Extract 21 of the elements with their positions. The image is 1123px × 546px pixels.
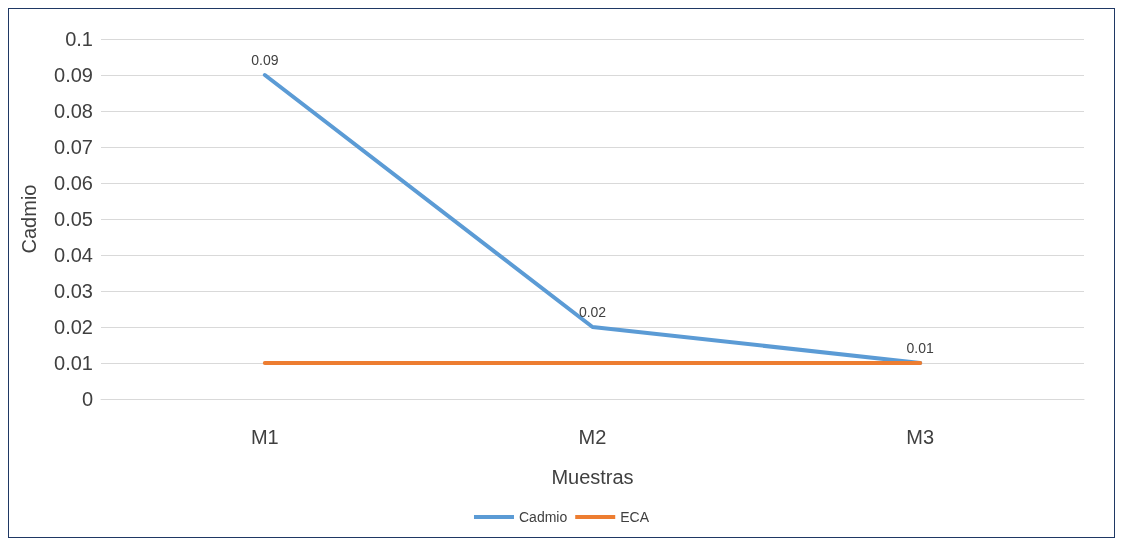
legend-label: ECA (620, 509, 650, 525)
y-tick-label: 0.07 (54, 136, 93, 158)
x-tick-label: M2 (578, 426, 607, 448)
y-tick-label: 0.09 (54, 64, 93, 86)
data-label: 0.09 (251, 52, 279, 68)
y-tick-label: 0.06 (54, 172, 93, 194)
y-tick-label: 0.1 (65, 28, 93, 50)
y-tick-label: 0.01 (54, 352, 93, 374)
data-label: 0.02 (578, 304, 607, 320)
y-axis-title: Cadmio (18, 184, 40, 254)
y-tick-label: 0.05 (54, 208, 93, 230)
y-tick-label: 0.04 (54, 244, 93, 266)
y-tick-label: 0.02 (54, 316, 93, 338)
y-tick-label: 0 (81, 388, 93, 410)
y-tick-label: 0.03 (54, 280, 93, 302)
data-label: 0.01 (906, 340, 934, 356)
x-axis-title: Muestras (551, 466, 634, 488)
x-tick-label: M3 (906, 426, 935, 448)
x-tick-label: M1 (250, 426, 279, 448)
y-tick-label: 0.08 (54, 100, 93, 122)
legend-label: Cadmio (518, 509, 568, 525)
